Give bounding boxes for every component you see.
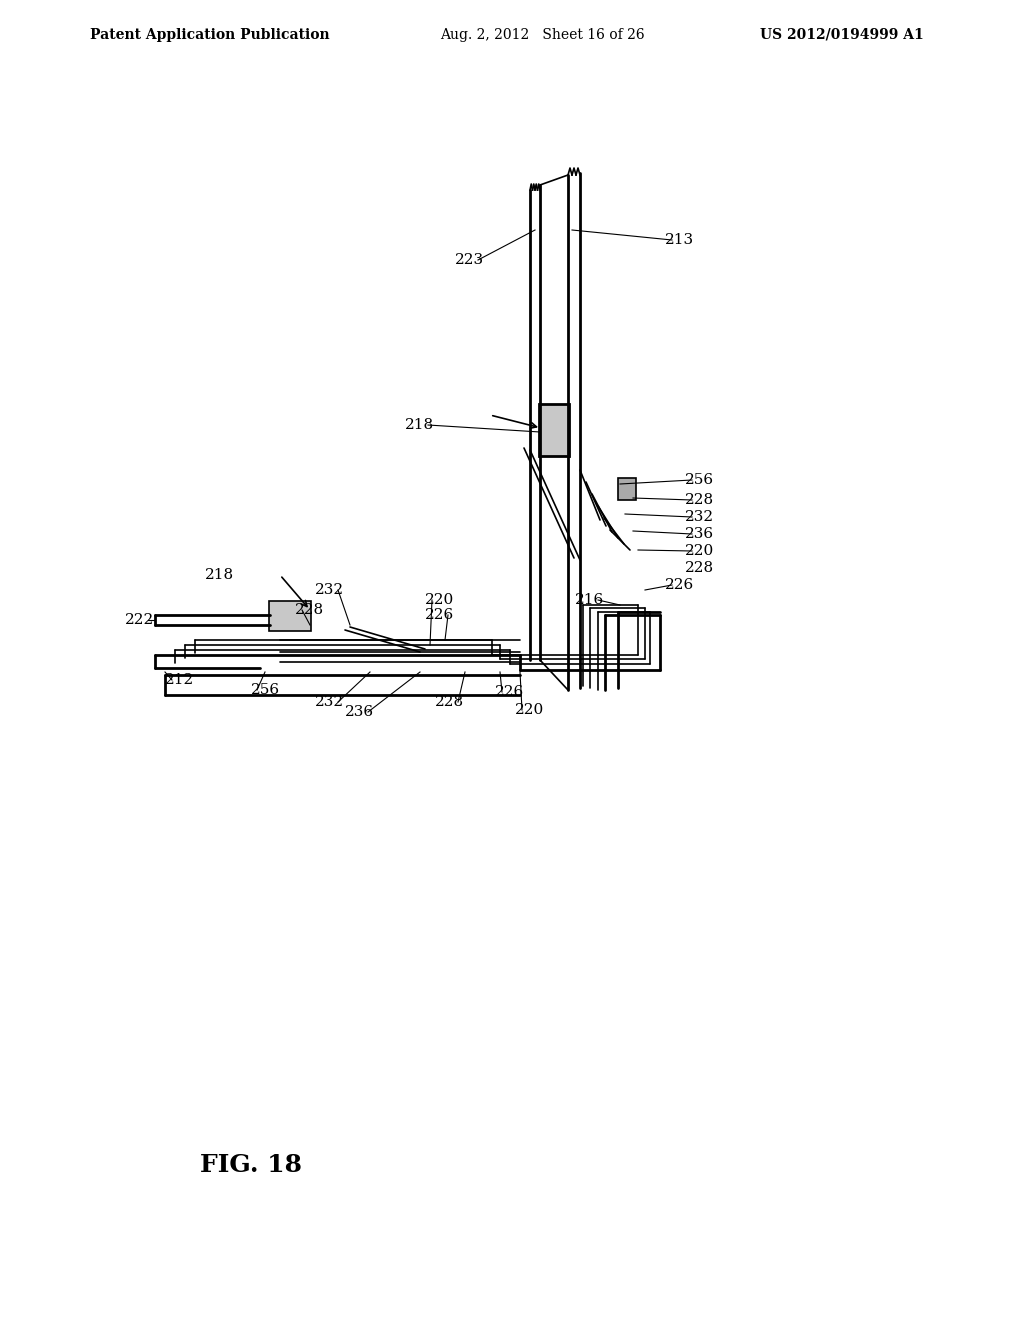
- Text: 216: 216: [575, 593, 604, 607]
- Text: 232: 232: [315, 696, 344, 709]
- Text: 218: 218: [406, 418, 434, 432]
- Text: 226: 226: [496, 685, 524, 700]
- Text: 236: 236: [345, 705, 375, 719]
- Bar: [618, 478, 636, 500]
- Text: Aug. 2, 2012   Sheet 16 of 26: Aug. 2, 2012 Sheet 16 of 26: [440, 28, 645, 42]
- Text: US 2012/0194999 A1: US 2012/0194999 A1: [760, 28, 924, 42]
- Text: 228: 228: [685, 492, 715, 507]
- Text: 228: 228: [685, 561, 715, 576]
- Text: 218: 218: [206, 568, 234, 582]
- Text: 232: 232: [315, 583, 344, 597]
- Text: 228: 228: [435, 696, 465, 709]
- Text: 220: 220: [685, 544, 715, 558]
- Text: 256: 256: [685, 473, 715, 487]
- Text: 222: 222: [125, 612, 155, 627]
- Text: FIG. 18: FIG. 18: [200, 1152, 302, 1177]
- Text: 226: 226: [425, 609, 455, 622]
- Text: 232: 232: [685, 510, 715, 524]
- Text: 256: 256: [251, 682, 280, 697]
- Text: Patent Application Publication: Patent Application Publication: [90, 28, 330, 42]
- FancyBboxPatch shape: [539, 404, 569, 455]
- Text: 213: 213: [666, 234, 694, 247]
- FancyBboxPatch shape: [269, 601, 311, 631]
- Text: 220: 220: [425, 593, 455, 607]
- Text: 228: 228: [296, 603, 325, 616]
- Text: 236: 236: [685, 527, 715, 541]
- Text: 212: 212: [165, 673, 195, 686]
- Text: 220: 220: [515, 704, 545, 717]
- Text: 223: 223: [456, 253, 484, 267]
- Text: 226: 226: [666, 578, 694, 591]
